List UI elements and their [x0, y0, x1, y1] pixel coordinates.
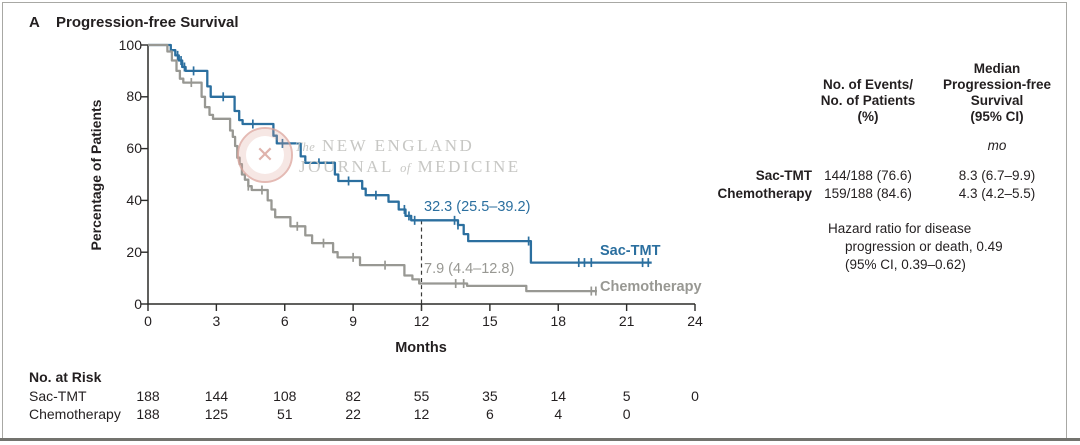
nejm-seal-icon: ✕ [237, 127, 293, 183]
at-risk-row-label-chemo: Chemotherapy [29, 406, 121, 422]
summary-row-label-chemo: Chemotherapy [717, 186, 812, 201]
at-risk-count: 12 [413, 406, 430, 422]
at-risk-count: 35 [482, 388, 498, 404]
x-axis-title: Months [395, 340, 447, 356]
hazard-ratio-note: Hazard ratio for disease progression or … [828, 221, 1003, 272]
at-risk-count: 188 [136, 388, 160, 404]
median-unit: mo [987, 138, 1007, 153]
figure-bottom-rule [0, 438, 1080, 441]
at-risk-count: 4 [554, 406, 563, 422]
at-risk-count: 55 [413, 388, 430, 404]
summary-events-chemo: 159/188 (84.6) [824, 186, 912, 201]
nejm-watermark: The NEW ENGLAND JOURNAL of MEDICINE [295, 136, 521, 178]
panel-letter: A [29, 14, 40, 31]
x-tick-label: 6 [280, 313, 289, 329]
summary-median-chemo: 4.3 (4.2–5.5) [958, 186, 1036, 201]
at-risk-count: 22 [345, 406, 361, 422]
at-risk-title: No. at Risk [29, 369, 102, 385]
summary-row-label-sac-tmt: Sac-TMT [755, 168, 812, 183]
watermark-line2: JOURNAL of MEDICINE [299, 157, 521, 176]
at-risk-count: 51 [276, 406, 293, 422]
watermark-line1: The NEW ENGLAND [295, 136, 475, 155]
events-column-header: No. of Events/ No. of Patients (%) [820, 77, 916, 124]
at-risk-count: 6 [485, 406, 494, 422]
at-risk-count: 188 [136, 406, 160, 422]
y-tick-label: 40 [126, 191, 142, 208]
x-tick-label: 9 [349, 313, 358, 329]
sac-tmt-curve-label: Sac-TMT [600, 243, 661, 259]
x-tick-label: 12 [413, 313, 430, 329]
median-column-header: Median Progression-free Survival (95% CI… [942, 61, 1052, 124]
y-tick-label: 20 [126, 243, 142, 260]
summary-events-sac-tmt: 144/188 (76.6) [824, 168, 912, 183]
x-tick-label: 0 [144, 313, 152, 329]
at-risk-count: 108 [273, 388, 297, 404]
at-risk-count: 125 [204, 406, 229, 422]
x-tick-label: 15 [482, 313, 498, 329]
x-tick-label: 24 [687, 313, 703, 329]
at-risk-row-label-sac-tmt: Sac-TMT [29, 388, 87, 404]
at-risk-count: 5 [622, 388, 631, 404]
chemo-curve-label: Chemotherapy [600, 279, 702, 295]
at-risk-count: 144 [204, 388, 229, 404]
figure-title: Progression-free Survival [56, 14, 239, 31]
at-risk-count: 82 [345, 388, 361, 404]
at-risk-count: 0 [622, 406, 631, 422]
y-tick-label: 100 [118, 36, 142, 53]
y-tick-label: 0 [134, 295, 142, 312]
x-tick-label: 18 [550, 313, 567, 329]
x-tick-label: 21 [618, 313, 635, 329]
x-tick-label: 3 [212, 313, 221, 329]
summary-median-sac-tmt: 8.3 (6.7–9.9) [958, 168, 1036, 183]
at-risk-count: 0 [691, 388, 699, 404]
seal-glyph: ✕ [255, 142, 275, 167]
sac-tmt-12mo-rate: 32.3 (25.5–39.2) [424, 199, 531, 215]
chemo-12mo-rate: 7.9 (4.4–12.8) [424, 261, 515, 277]
y-tick-label: 80 [126, 88, 142, 105]
at-risk-count: 14 [550, 388, 567, 404]
y-tick-label: 60 [126, 140, 142, 157]
